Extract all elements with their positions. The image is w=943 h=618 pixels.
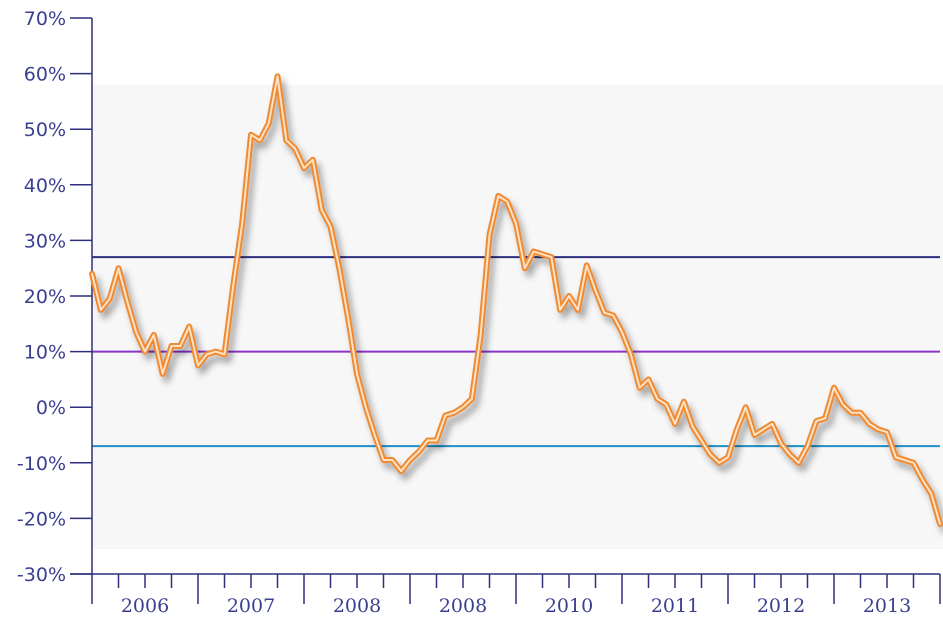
x-tick-label-7: 2013 [863,595,911,617]
x-tick-label-4: 2010 [545,595,593,617]
reference-lines [92,256,940,448]
x-tick-label-5: 2011 [651,595,699,617]
x-tick-label-1: 2007 [227,595,275,617]
axes [70,18,941,604]
y-tick-label-9: -20% [17,508,66,530]
x-tick-label-2: 2008 [333,595,381,617]
x-tick-label-6: 2012 [757,595,805,617]
y-tick-label-7: 0% [36,397,66,419]
plot-band [92,84,943,549]
series-layer [89,73,943,527]
y-tick-label-5: 20% [24,286,66,308]
series-line-0-inner [91,75,941,525]
y-tick-label-0: 70% [24,8,66,30]
y-tick-label-2: 50% [24,119,66,141]
y-tick-label-1: 60% [24,64,66,86]
plot-band-layer [92,84,943,549]
x-tick-labels: 2006 2007 2008 2008 2010 2011 2012 2013 [121,595,911,617]
x-tick-label-3: 2008 [439,595,487,617]
y-tick-label-8: -10% [17,453,66,475]
y-tick-label-3: 40% [24,175,66,197]
y-tick-label-4: 30% [24,230,66,252]
y-tick-label-10: -30% [17,564,66,586]
x-tick-label-0: 2006 [121,595,169,617]
y-tick-label-6: 10% [24,342,66,364]
y-tick-labels: 70% 60% 50% 40% 30% 20% 10% 0% -10% -20% -30% [17,8,92,586]
